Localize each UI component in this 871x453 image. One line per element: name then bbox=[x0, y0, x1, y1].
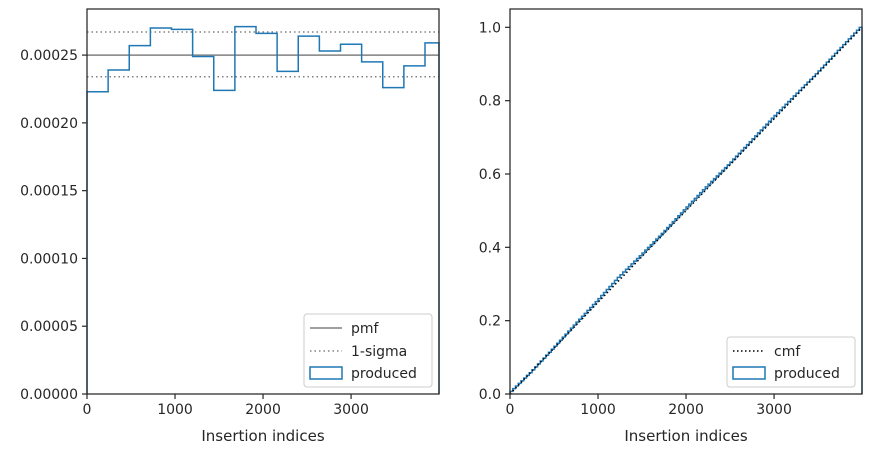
right-x-tick-label: 3000 bbox=[756, 402, 792, 418]
right-y-tick-label: 0.2 bbox=[479, 314, 501, 330]
left-plot-area bbox=[86, 25, 440, 394]
left-y-tick-label: 0.00010 bbox=[20, 251, 78, 267]
right-y-tick-label: 0.4 bbox=[479, 240, 501, 256]
right-x-tick-label: 2000 bbox=[668, 402, 704, 418]
right-y-tick-label: 0.6 bbox=[479, 167, 501, 183]
left-legend-box bbox=[303, 313, 433, 388]
right-chart-panel: 0 1000 2000 3000 0.0 0.2 0.4 0.6 0.8 1.0 Insertio… bbox=[479, 8, 863, 445]
right-x-axis-label: Insertion indices bbox=[624, 427, 747, 445]
right-legend: cmf produced bbox=[726, 336, 856, 388]
left-y-tick-label: 0.00025 bbox=[20, 48, 78, 64]
right-x-tick-label: 0 bbox=[506, 402, 515, 418]
right-axis-ticks: 0 1000 2000 3000 0.0 0.2 0.4 0.6 0.8 1.0 bbox=[479, 20, 792, 418]
cmf-line bbox=[509, 26, 863, 395]
right-plot-area bbox=[509, 26, 863, 395]
right-y-tick-label: 0.0 bbox=[479, 387, 501, 403]
right-y-tick-label: 0.8 bbox=[479, 94, 501, 110]
legend-produced-swatch bbox=[309, 366, 343, 380]
left-legend: pmf 1-sigma produced bbox=[303, 313, 433, 388]
legend-produced-label: produced bbox=[774, 366, 840, 382]
right-legend-box bbox=[726, 336, 856, 388]
legend-cmf-label: cmf bbox=[774, 344, 801, 360]
legend-1-sigma-label: 1-sigma bbox=[351, 344, 407, 360]
left-x-tick-label: 0 bbox=[83, 402, 92, 418]
right-plot-frame bbox=[509, 8, 863, 395]
left-chart-panel: 0 1000 2000 3000 0.00000 0.00005 0.00010 0.0001… bbox=[20, 8, 440, 445]
produced-histogram bbox=[86, 25, 440, 394]
right-y-tick-label: 1.0 bbox=[479, 20, 501, 36]
left-x-tick-label: 1000 bbox=[157, 402, 193, 418]
left-x-tick-label: 2000 bbox=[245, 402, 281, 418]
left-plot-frame bbox=[86, 8, 440, 395]
legend-pmf-label: pmf bbox=[351, 321, 380, 337]
legend-produced-label: produced bbox=[351, 366, 417, 382]
left-axis-ticks: 0 1000 2000 3000 0.00000 0.00005 0.00010 0.0001… bbox=[20, 48, 369, 418]
left-y-tick-label: 0.00005 bbox=[20, 319, 78, 335]
left-x-tick-label: 3000 bbox=[333, 402, 369, 418]
left-y-tick-label: 0.00020 bbox=[20, 116, 78, 132]
right-x-tick-label: 1000 bbox=[580, 402, 616, 418]
left-x-axis-label: Insertion indices bbox=[201, 427, 324, 445]
left-y-tick-label: 0.00015 bbox=[20, 184, 78, 200]
left-y-tick-label: 0.00000 bbox=[20, 387, 78, 403]
legend-produced-swatch bbox=[732, 366, 766, 380]
